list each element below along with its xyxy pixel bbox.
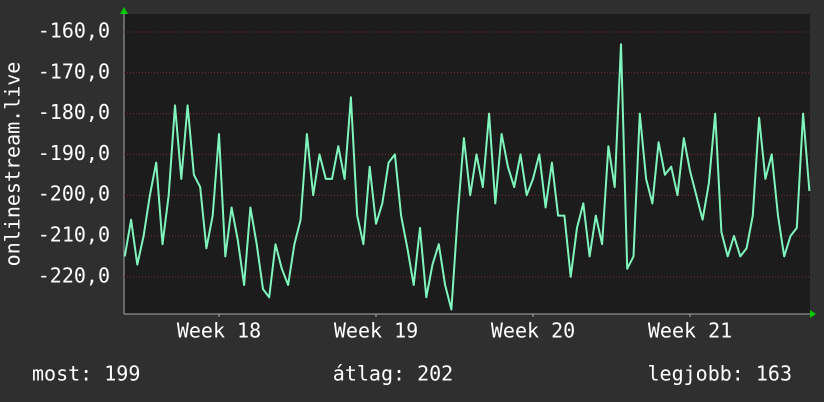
data-line	[123, 43, 811, 311]
y-tick-label: -180,0	[38, 100, 110, 124]
y-tick-label: -220,0	[38, 263, 110, 287]
y-tick-label: -210,0	[38, 223, 110, 247]
footer-average: átlag: 202	[333, 362, 453, 386]
footer-best: legjobb: 163	[648, 362, 793, 386]
x-tick-label: Week 21	[648, 319, 732, 343]
y-axis-label: onlinestream.live	[1, 62, 25, 267]
y-tick-label: -190,0	[38, 141, 110, 165]
y-tick-label: -170,0	[38, 59, 110, 83]
x-arrow	[810, 310, 816, 318]
y-tick-label: -160,0	[38, 18, 110, 42]
x-tick-label: Week 19	[334, 319, 418, 343]
footer-current: most: 199	[32, 362, 140, 386]
y-tick-label: -200,0	[38, 182, 110, 206]
y-arrow	[120, 7, 128, 14]
x-tick-label: Week 18	[177, 319, 261, 343]
x-tick-label: Week 20	[491, 319, 575, 343]
